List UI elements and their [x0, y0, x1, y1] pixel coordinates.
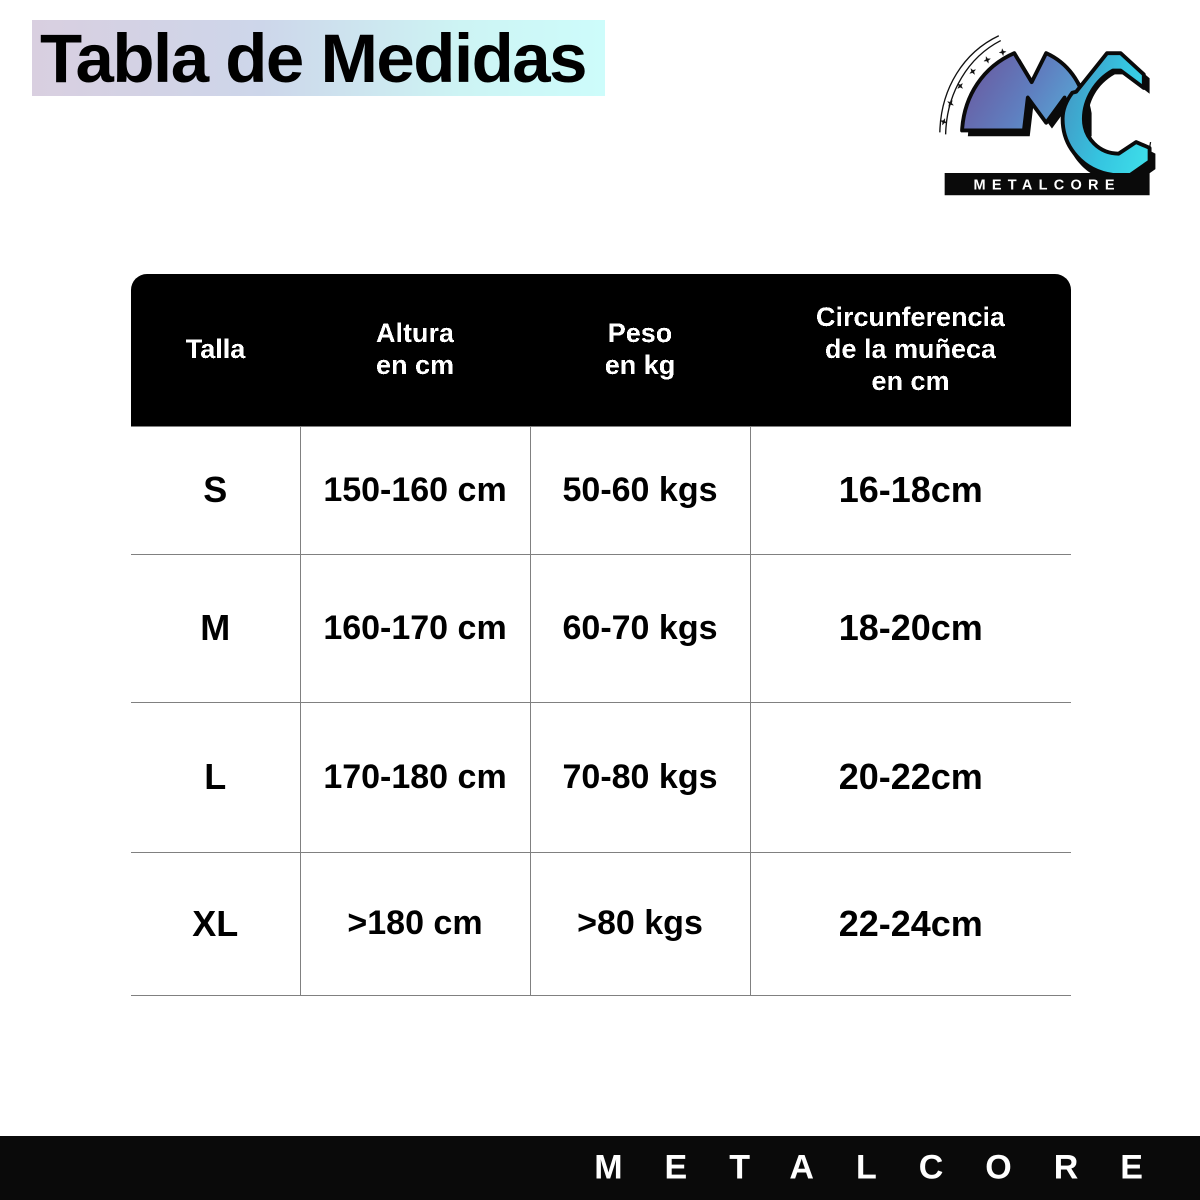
svg-text:METALCORE: METALCORE	[973, 177, 1120, 193]
